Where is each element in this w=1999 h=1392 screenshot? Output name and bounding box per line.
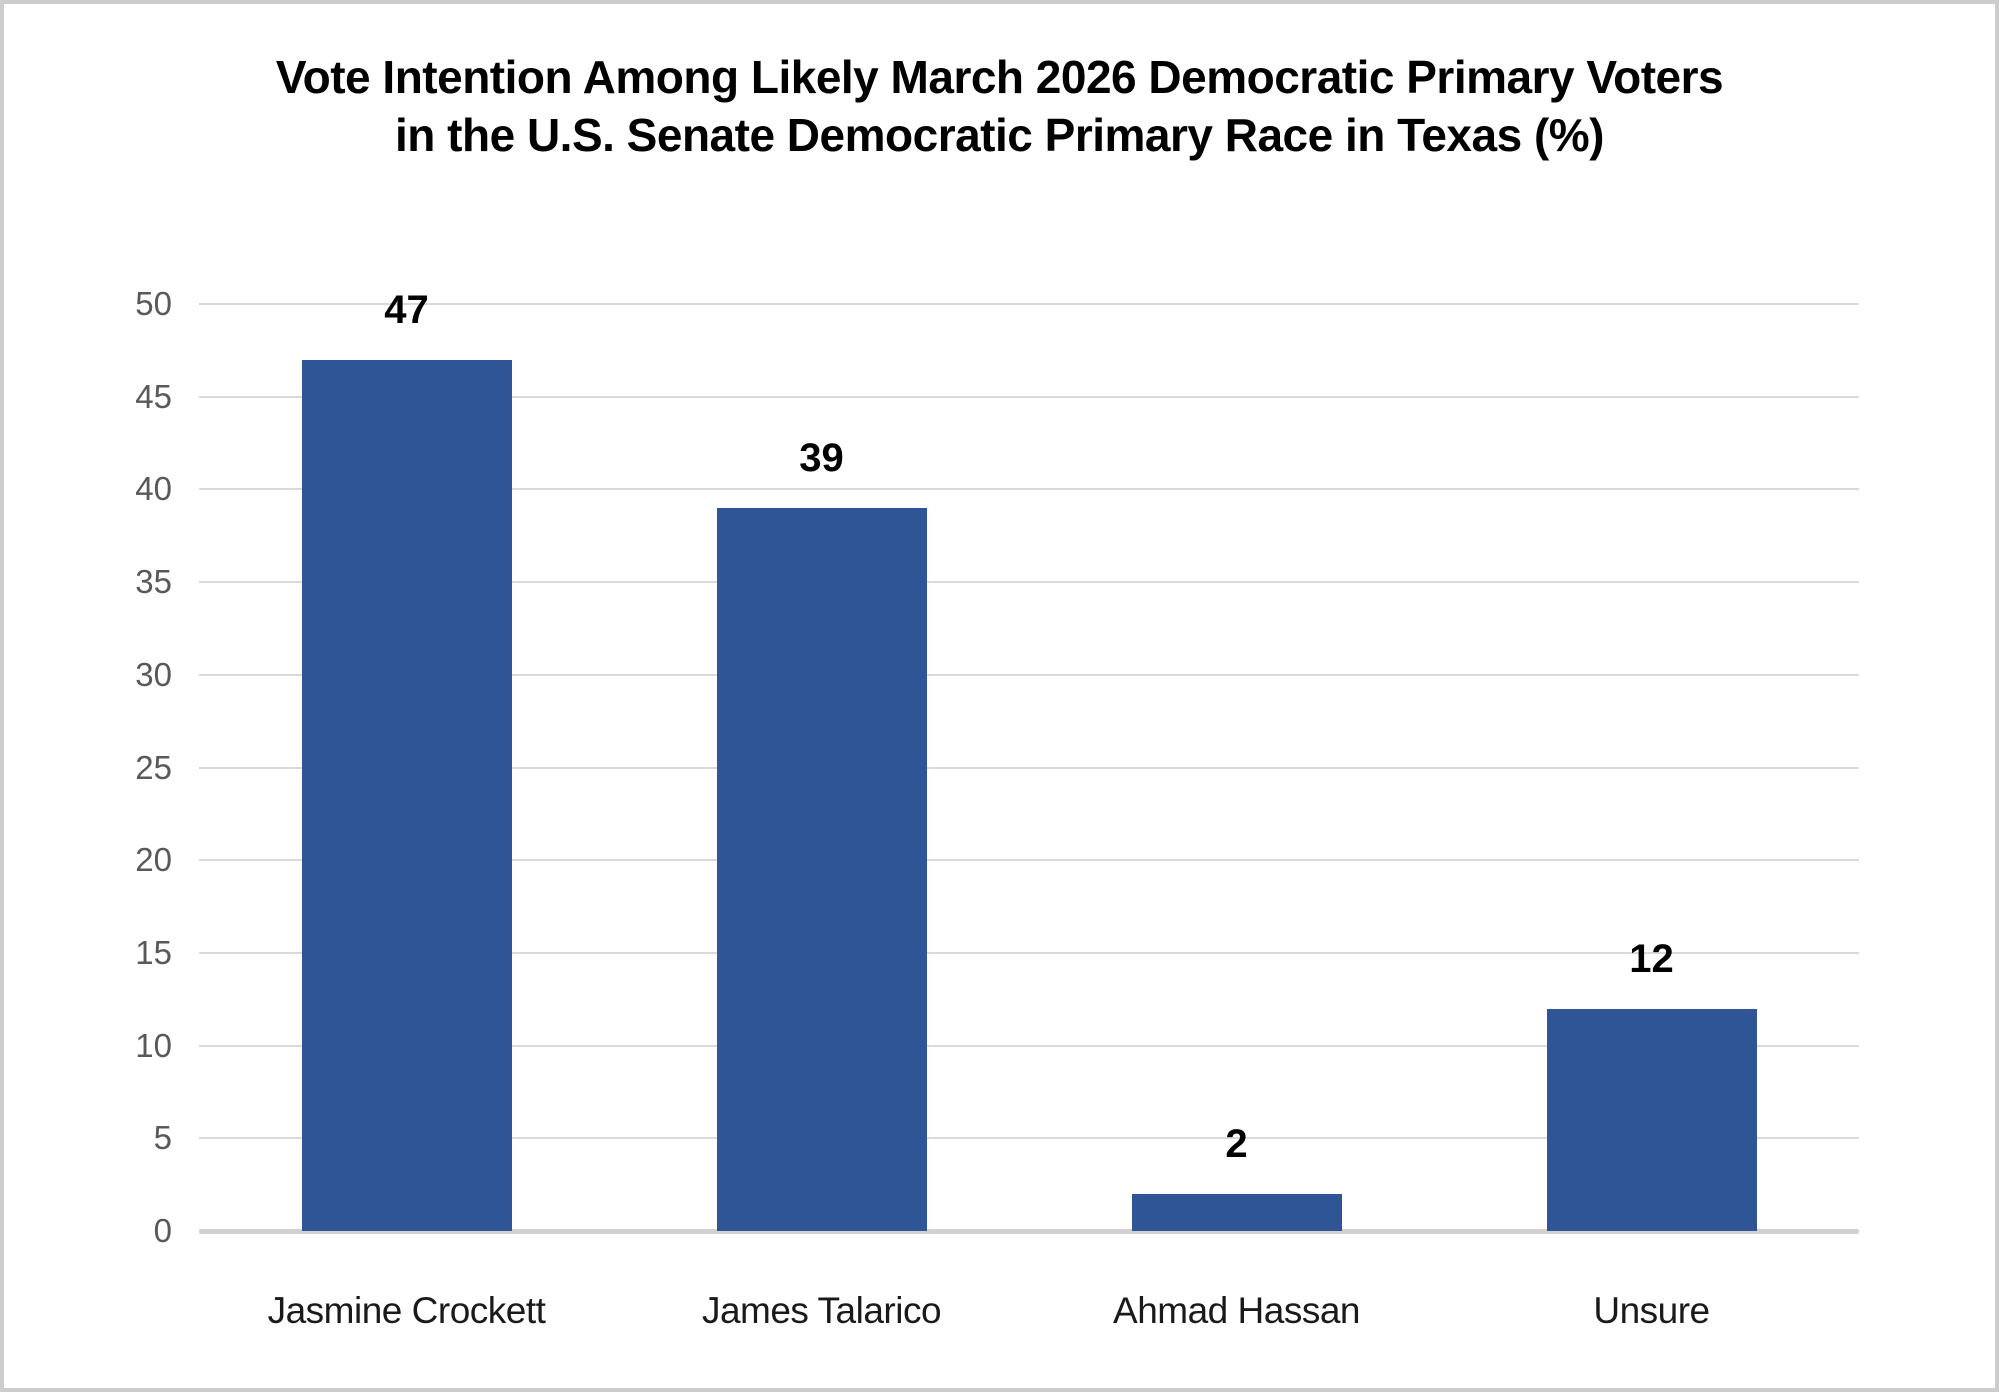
value-label-ahmad-hassan: 2: [1225, 1121, 1248, 1166]
gridline-5: [199, 1137, 1859, 1140]
gridline-10: [199, 1044, 1859, 1047]
y-tick-label-40: 40: [135, 470, 172, 508]
y-tick-label-0: 0: [153, 1212, 172, 1249]
gridline-25: [199, 766, 1859, 769]
chart-title: Vote Intention Among Likely March 2026 D…: [4, 48, 1995, 164]
gridline-35: [199, 581, 1859, 584]
category-label-james-talarico: James Talarico: [701, 1290, 942, 1331]
category-label-unsure: Unsure: [1593, 1290, 1710, 1331]
chart-title-line-2: in the U.S. Senate Democratic Primary Ra…: [395, 109, 1605, 161]
y-tick-label-50: 50: [135, 285, 172, 322]
value-label-unsure: 12: [1629, 936, 1674, 981]
gridline-45: [199, 395, 1859, 398]
bar-ahmad-hassan: [1131, 1193, 1342, 1231]
chart-title-line-1: Vote Intention Among Likely March 2026 D…: [275, 51, 1724, 103]
y-tick-label-30: 30: [135, 655, 172, 693]
gridline-20: [199, 859, 1859, 862]
y-tick-label-45: 45: [135, 377, 172, 415]
x-axis-line: [199, 1229, 1859, 1234]
bar-jasmine-crockett: [301, 359, 512, 1231]
gridline-40: [199, 488, 1859, 491]
y-tick-label-10: 10: [135, 1026, 172, 1064]
gridline-50: [199, 303, 1859, 305]
bar-unsure: [1546, 1008, 1757, 1231]
y-tick-label-15: 15: [135, 933, 172, 971]
category-label-jasmine-crockett: Jasmine Crockett: [267, 1290, 546, 1331]
value-label-jasmine-crockett: 47: [384, 287, 429, 332]
y-tick-label-20: 20: [135, 841, 172, 879]
category-label-ahmad-hassan: Ahmad Hassan: [1113, 1290, 1360, 1331]
y-tick-label-25: 25: [135, 748, 172, 786]
y-tick-label-5: 5: [153, 1119, 172, 1157]
gridline-30: [199, 673, 1859, 676]
gridline-15: [199, 951, 1859, 954]
bar-james-talarico: [716, 507, 927, 1231]
y-tick-label-35: 35: [135, 563, 172, 601]
value-label-james-talarico: 39: [799, 435, 844, 480]
